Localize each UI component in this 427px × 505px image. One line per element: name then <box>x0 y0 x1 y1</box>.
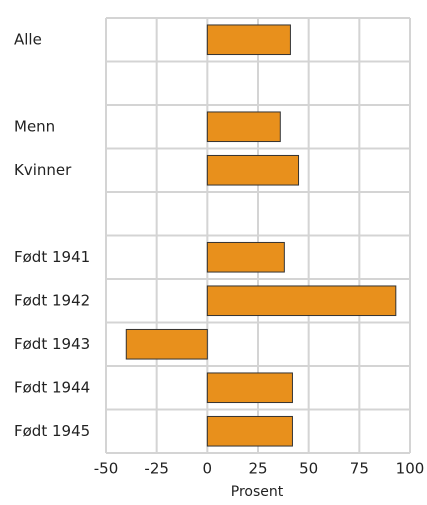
y-tick-label: Født 1945 <box>14 422 90 440</box>
bar <box>125 328 208 360</box>
bar <box>206 111 281 143</box>
y-tick-label: Født 1941 <box>14 248 90 266</box>
x-tick-label: 75 <box>350 460 369 478</box>
x-tick-label: 50 <box>299 460 318 478</box>
y-tick-label: Alle <box>14 30 42 48</box>
bar <box>206 415 293 447</box>
x-tick-label: 25 <box>248 460 267 478</box>
y-tick-label: Født 1942 <box>14 291 90 309</box>
x-axis-label: Prosent <box>231 484 284 500</box>
bar <box>206 241 285 273</box>
y-tick-label: Menn <box>14 117 55 135</box>
x-tick-label: 100 <box>396 460 425 478</box>
bar <box>206 154 300 186</box>
y-tick-label: Født 1943 <box>14 335 90 353</box>
bar <box>206 372 293 404</box>
x-tick-label: -25 <box>144 460 169 478</box>
bar <box>206 24 291 56</box>
x-tick-label: -50 <box>94 460 119 478</box>
y-tick-label: Kvinner <box>14 161 72 179</box>
y-tick-label: Født 1944 <box>14 378 90 396</box>
bar <box>206 285 397 317</box>
x-tick-label: 0 <box>203 460 213 478</box>
